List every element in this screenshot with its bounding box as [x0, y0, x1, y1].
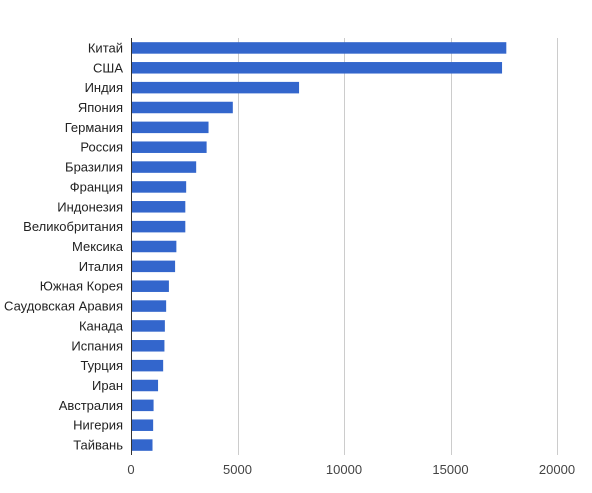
bar — [131, 42, 507, 54]
bar — [131, 121, 209, 134]
category-label: США — [93, 60, 123, 75]
category-label: Нигерия — [73, 418, 123, 433]
category-label: Великобритания — [23, 219, 123, 234]
bar — [131, 81, 300, 94]
category-label: Испания — [71, 338, 123, 353]
category-label: Германия — [65, 120, 123, 135]
x-tick-label: 20000 — [539, 462, 575, 477]
bar — [131, 340, 165, 352]
bar — [131, 300, 167, 312]
x-tick-label: 5000 — [223, 462, 252, 477]
category-label: Франция — [70, 179, 123, 194]
category-label: Мексика — [72, 239, 124, 254]
category-label: Бразилия — [65, 160, 123, 175]
bar — [131, 320, 165, 332]
bar — [131, 201, 186, 213]
category-label: Канада — [79, 318, 124, 333]
bar — [131, 62, 503, 74]
category-label: Тайвань — [73, 438, 123, 453]
category-label: Италия — [79, 259, 123, 274]
bar — [131, 141, 207, 153]
category-label: Южная Корея — [40, 279, 123, 294]
bar — [131, 220, 186, 233]
bar — [131, 399, 154, 412]
category-label: Китай — [88, 40, 123, 55]
x-tick-label: 10000 — [326, 462, 362, 477]
bar — [131, 379, 159, 392]
category-label: Япония — [78, 100, 123, 115]
bar — [131, 101, 233, 114]
bar — [131, 161, 197, 173]
bar — [131, 419, 154, 431]
category-label: Турция — [80, 358, 123, 373]
bar — [131, 439, 153, 451]
category-label: Россия — [80, 140, 123, 155]
category-label: Саудовская Аравия — [4, 299, 123, 314]
x-tick-label: 0 — [127, 462, 134, 477]
bar — [131, 260, 176, 273]
category-label: Иран — [92, 378, 123, 393]
category-label: Индонезия — [57, 199, 123, 214]
bar — [131, 359, 164, 372]
x-tick-label: 15000 — [432, 462, 468, 477]
bar — [131, 280, 169, 292]
category-label: Австралия — [59, 398, 123, 413]
category-label: Индия — [85, 80, 123, 95]
bar — [131, 240, 177, 253]
bar — [131, 181, 187, 193]
